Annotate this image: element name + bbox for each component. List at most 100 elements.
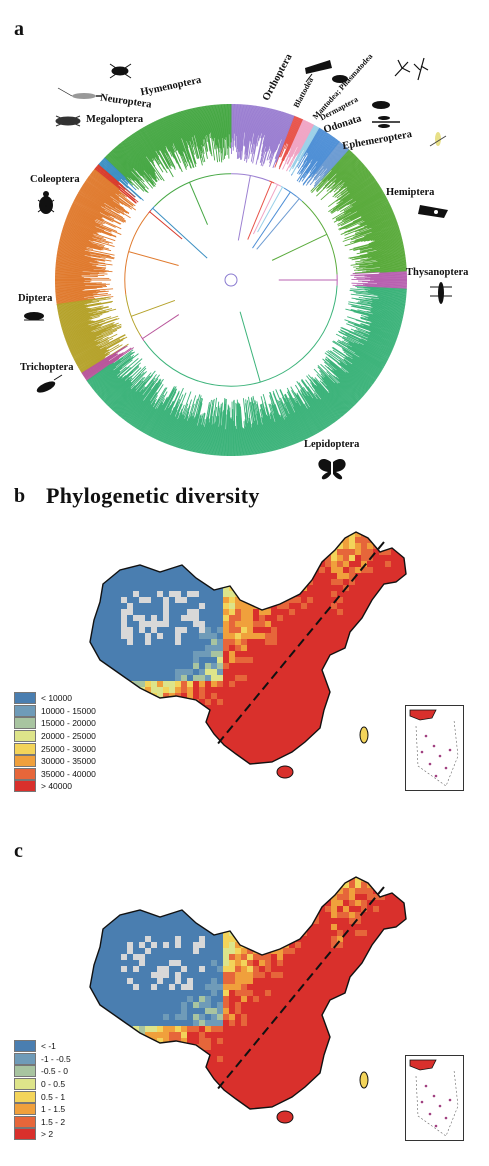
legend-phylogenetic-diversity: < 10000 10000 - 15000 15000 - 20000 20000 -… bbox=[14, 692, 96, 793]
clade-blattodea bbox=[247, 115, 303, 240]
hu-line bbox=[215, 541, 385, 747]
china-border bbox=[89, 531, 407, 765]
legend-item: 1 - 1.5 bbox=[14, 1103, 71, 1116]
clade-odonata bbox=[252, 127, 340, 249]
panel-b-letter: b bbox=[14, 485, 26, 507]
legend-label: 35000 - 40000 bbox=[41, 768, 96, 779]
label-megaloptera: Megaloptera bbox=[86, 114, 144, 125]
insect-silhouettes bbox=[24, 57, 452, 480]
legend-label: 0 - 0.5 bbox=[41, 1079, 66, 1090]
legend-item: 1.5 - 2 bbox=[14, 1115, 71, 1129]
panel-a-letter: a bbox=[14, 18, 24, 40]
legend-swatch bbox=[14, 717, 36, 730]
legend-item: 0 - 0.5 bbox=[14, 1078, 71, 1091]
legend-swatch bbox=[14, 730, 36, 743]
label-hemiptera: Hemiptera bbox=[386, 187, 435, 198]
dragonfly-icon bbox=[372, 116, 400, 128]
mayfly-icon bbox=[429, 132, 447, 147]
legend-label: 0.5 - 1 bbox=[41, 1091, 66, 1102]
fly-icon bbox=[24, 312, 44, 321]
legend-swatch bbox=[14, 704, 36, 717]
legend-swatch bbox=[14, 1040, 36, 1053]
legend-swatch bbox=[14, 1052, 36, 1065]
beetle-icon bbox=[37, 191, 55, 214]
tree-branches bbox=[54, 103, 408, 457]
legend-item: 10000 - 15000 bbox=[14, 704, 96, 718]
legend-item: 35000 - 40000 bbox=[14, 767, 96, 781]
legend-item: -1 - -0.5 bbox=[14, 1052, 71, 1066]
legend-swatch bbox=[14, 1065, 36, 1078]
legend-swatch bbox=[14, 692, 36, 705]
dobsonfly-icon bbox=[55, 115, 81, 127]
legend-item: 20000 - 25000 bbox=[14, 730, 96, 743]
legend-standardized-effect: < -1 -1 - -0.5 -0.5 - 0 0 - 0.5 0.5 - 1 1 - 1… bbox=[14, 1040, 71, 1141]
clade-trichoptera bbox=[81, 314, 180, 382]
legend-label: -0.5 - 0 bbox=[41, 1066, 68, 1077]
legend-swatch bbox=[14, 1090, 36, 1103]
legend-swatch bbox=[14, 780, 36, 793]
legend-label: -1 - -0.5 bbox=[41, 1053, 71, 1064]
legend-label: < 10000 bbox=[41, 693, 72, 704]
label-trichoptera: Trichoptera bbox=[20, 362, 74, 373]
leafhopper-icon bbox=[418, 205, 448, 218]
legend-label: 10000 - 15000 bbox=[41, 705, 96, 716]
hainan-island bbox=[276, 765, 294, 779]
lacewing-icon bbox=[57, 87, 102, 99]
legend-item: < -1 bbox=[14, 1040, 71, 1053]
legend-swatch bbox=[14, 1078, 36, 1091]
legend-label: 25000 - 30000 bbox=[41, 743, 96, 754]
butterfly-icon bbox=[318, 458, 346, 480]
legend-label: 1.5 - 2 bbox=[41, 1116, 66, 1127]
clade-thysanoptera bbox=[278, 270, 408, 290]
hainan-island bbox=[276, 1110, 294, 1124]
earwig-icon bbox=[372, 101, 390, 109]
phylogenetic-diversity-map bbox=[89, 531, 407, 779]
south-china-sea-inset bbox=[405, 1055, 464, 1141]
legend-swatch bbox=[14, 767, 36, 780]
standardized-effect-size-map bbox=[89, 876, 407, 1124]
clade-hymenoptera bbox=[104, 103, 232, 225]
legend-label: > 40000 bbox=[41, 781, 72, 792]
legend-label: > 2 bbox=[41, 1129, 54, 1140]
clade-neuroptera bbox=[97, 157, 208, 259]
legend-item: -0.5 - 0 bbox=[14, 1065, 71, 1078]
label-thysanoptera: Thysanoptera bbox=[406, 267, 469, 278]
taiwan-island bbox=[359, 726, 369, 744]
mantis-icon bbox=[394, 57, 429, 81]
label-lepidoptera: Lepidoptera bbox=[304, 439, 360, 450]
legend-swatch bbox=[14, 1128, 36, 1141]
clade-diptera bbox=[56, 294, 176, 374]
legend-item: > 40000 bbox=[14, 780, 96, 793]
legend-item: < 10000 bbox=[14, 692, 96, 705]
legend-swatch bbox=[14, 742, 36, 755]
legend-label: < -1 bbox=[41, 1041, 56, 1052]
wasp-icon bbox=[109, 63, 132, 79]
panel-b-title: Phylogenetic diversity bbox=[46, 483, 260, 508]
hu-line bbox=[215, 886, 385, 1092]
clade-hemiptera bbox=[271, 148, 407, 275]
legend-item: 30000 - 35000 bbox=[14, 755, 96, 768]
grasshopper-icon bbox=[305, 60, 348, 83]
legend-item: > 2 bbox=[14, 1128, 71, 1141]
phylogenetic-tree bbox=[54, 103, 408, 457]
legend-swatch bbox=[14, 755, 36, 768]
label-diptera: Diptera bbox=[18, 293, 53, 304]
legend-swatch bbox=[14, 1103, 36, 1116]
thrips-icon bbox=[430, 282, 452, 304]
legend-label: 30000 - 35000 bbox=[41, 756, 96, 767]
legend-item: 15000 - 20000 bbox=[14, 717, 96, 730]
panel-c-letter: c bbox=[14, 840, 23, 862]
legend-swatch bbox=[14, 1115, 36, 1128]
south-china-sea-inset bbox=[405, 705, 464, 791]
legend-label: 20000 - 25000 bbox=[41, 731, 96, 742]
clade-lepidoptera bbox=[86, 285, 407, 457]
legend-item: 25000 - 30000 bbox=[14, 742, 96, 755]
china-border bbox=[89, 876, 407, 1110]
legend-item: 0.5 - 1 bbox=[14, 1090, 71, 1103]
clade-orthoptera bbox=[230, 103, 295, 241]
legend-label: 1 - 1.5 bbox=[41, 1104, 66, 1115]
label-coleoptera: Coleoptera bbox=[30, 174, 80, 185]
legend-label: 15000 - 20000 bbox=[41, 718, 96, 729]
taiwan-island bbox=[359, 1071, 369, 1089]
caddisfly-icon bbox=[36, 374, 63, 393]
